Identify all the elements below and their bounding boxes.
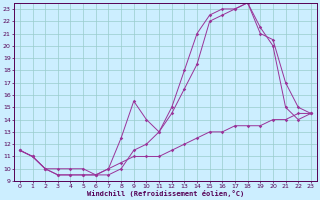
X-axis label: Windchill (Refroidissement éolien,°C): Windchill (Refroidissement éolien,°C) [87,190,244,197]
